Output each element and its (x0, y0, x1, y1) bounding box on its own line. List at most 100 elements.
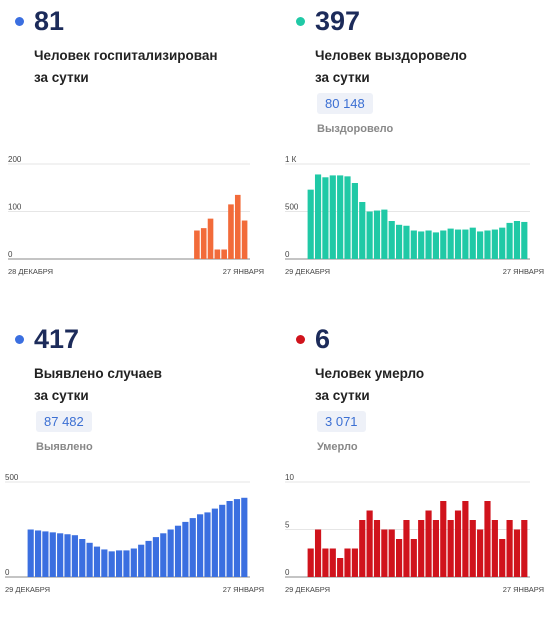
bar (506, 222, 513, 259)
y-tick-label: 500 (5, 473, 19, 482)
bar (469, 227, 476, 259)
y-tick-label: 0 (285, 250, 290, 259)
panel-detected: 417 Выявлено случаев за сутки 87 482 Выя… (0, 318, 270, 618)
status-dot (296, 17, 305, 26)
bar (513, 529, 521, 577)
daily-value: 417 (34, 324, 80, 354)
bar (200, 228, 207, 260)
bar (447, 228, 454, 259)
bar (174, 525, 182, 577)
desc-line-2: за сутки (315, 388, 370, 403)
desc-line-1: Человек выздоровело (315, 48, 467, 63)
bar (396, 224, 403, 259)
bar (34, 530, 42, 577)
desc-line-1: Человек умерло (315, 366, 425, 381)
bar (462, 229, 469, 259)
bar (123, 550, 130, 577)
bar (359, 520, 366, 577)
bar (410, 539, 417, 577)
bar (418, 231, 425, 259)
bar (337, 558, 344, 577)
bar (381, 209, 388, 259)
bar (403, 520, 410, 577)
bar (344, 548, 351, 577)
daily-value: 397 (315, 6, 361, 36)
bar (152, 537, 159, 577)
bar (373, 520, 381, 577)
detected-bar-chart: 0 500 29 ДЕКАБРЯ 27 ЯНВАРЯ (5, 473, 264, 594)
bar (211, 508, 218, 577)
x-tick-label-start: 29 ДЕКАБРЯ (285, 585, 330, 594)
y-tick-label: 1 К (285, 155, 297, 164)
bar (366, 211, 373, 259)
y-tick-label: 0 (8, 250, 13, 259)
bar (454, 229, 462, 259)
total-value: 87 482 (36, 411, 92, 432)
bar (440, 230, 447, 259)
bar (351, 548, 358, 577)
bar (491, 229, 498, 259)
x-tick-label-start: 29 ДЕКАБРЯ (5, 585, 50, 594)
bar (108, 551, 115, 577)
bar (351, 183, 358, 259)
x-tick-label-end: 27 ЯНВАРЯ (223, 585, 264, 594)
bar (71, 535, 78, 577)
bar (160, 533, 167, 577)
bar (197, 514, 204, 577)
bar (506, 520, 513, 577)
y-tick-label: 5 (285, 521, 290, 530)
desc-line-2: за сутки (34, 388, 89, 403)
bar (329, 175, 336, 259)
panel-description: Человек выздоровело за сутки (315, 45, 535, 89)
bar (381, 529, 388, 577)
bar (130, 548, 137, 577)
bar (116, 550, 123, 577)
bar (101, 549, 108, 577)
bar (145, 540, 152, 577)
daily-value: 6 (315, 324, 331, 354)
total-label: Выявлено (36, 441, 93, 453)
y-tick-label: 200 (8, 155, 22, 164)
total-label: Умерло (317, 441, 358, 453)
bar (373, 210, 381, 259)
desc-line-1: Выявлено случаев (34, 366, 162, 381)
daily-value: 81 (34, 6, 65, 36)
y-tick-label: 0 (5, 568, 10, 577)
bar (337, 175, 344, 259)
bar (214, 249, 221, 259)
bar (388, 529, 395, 577)
bar (204, 512, 211, 577)
bar (499, 539, 506, 577)
bar (403, 225, 410, 259)
status-dot (15, 335, 24, 344)
desc-line-2: за сутки (315, 70, 370, 85)
x-tick-label-end: 27 ЯНВАРЯ (503, 267, 544, 276)
bar (410, 230, 417, 259)
bar (322, 177, 329, 259)
bar (432, 520, 439, 577)
status-dot (15, 17, 24, 26)
desc-line-1: Человек госпитализирован (34, 48, 218, 63)
bar (329, 548, 336, 577)
bar (228, 204, 234, 259)
x-tick-label-start: 28 ДЕКАБРЯ (8, 267, 53, 276)
bar (469, 520, 476, 577)
bar (432, 232, 439, 259)
bar (233, 499, 241, 577)
y-tick-label: 10 (285, 473, 294, 482)
bar (86, 542, 93, 577)
bar (64, 534, 71, 577)
bar (27, 529, 34, 577)
bar (477, 231, 484, 259)
bar (49, 532, 56, 577)
bar (447, 520, 454, 577)
bar (221, 249, 227, 259)
bar (79, 539, 86, 577)
panel-hospitalized: 81 Человек госпитализирован за сутки 0 10… (0, 0, 270, 300)
bar (234, 194, 241, 260)
bar (57, 533, 64, 577)
bar (359, 202, 366, 259)
bar (484, 230, 491, 259)
bar (226, 501, 233, 577)
panel-description: Человек госпитализирован за сутки (34, 45, 254, 89)
